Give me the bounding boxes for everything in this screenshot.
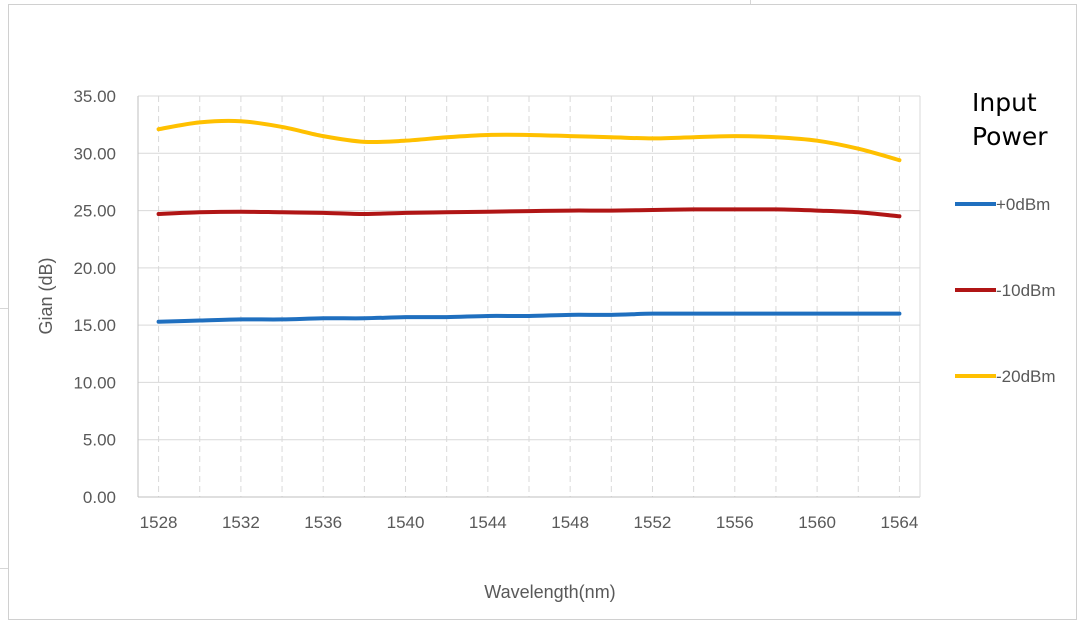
x-tick-label: 1528 xyxy=(140,513,178,532)
y-tick-labels: 0.00 5.00 10.00 15.00 20.00 25.00 30.00 35.00 xyxy=(73,87,116,507)
x-tick-label: 1560 xyxy=(798,513,836,532)
legend: +0dBm -10dBm -20dBm xyxy=(955,195,1056,386)
y-tick-label: 5.00 xyxy=(83,431,116,450)
series-line-1 xyxy=(156,311,902,324)
legend-label: -20dBm xyxy=(996,367,1056,386)
y-tick-label: 35.00 xyxy=(73,87,116,106)
top-right-edge-mark xyxy=(750,0,751,4)
y-tick-label: 15.00 xyxy=(73,316,116,335)
legend-label: -10dBm xyxy=(996,281,1056,300)
grid-lines xyxy=(138,95,920,498)
y-tick-label: 25.00 xyxy=(73,202,116,221)
x-tick-labels: 1528 1532 1536 1540 1544 1548 1552 1556 1560 1564 xyxy=(140,513,919,532)
left-edge-mark xyxy=(0,308,8,309)
y-axis-label: Gian (dB) xyxy=(36,257,56,334)
series-line-2 xyxy=(156,207,902,219)
y-tick-label: 0.00 xyxy=(83,488,116,507)
series-line-3 xyxy=(156,118,902,163)
axes xyxy=(137,96,921,498)
series-lines xyxy=(156,118,902,324)
y-tick-label: 20.00 xyxy=(73,259,116,278)
x-tick-label: 1532 xyxy=(222,513,260,532)
x-tick-label: 1536 xyxy=(304,513,342,532)
x-tick-label: 1544 xyxy=(469,513,507,532)
x-tick-label: 1552 xyxy=(634,513,672,532)
x-tick-label: 1540 xyxy=(387,513,425,532)
left-edge-mark-bottom xyxy=(0,568,8,569)
x-tick-label: 1556 xyxy=(716,513,754,532)
y-tick-label: 10.00 xyxy=(73,373,116,392)
legend-title: Input Power xyxy=(972,88,1048,151)
legend-label: +0dBm xyxy=(996,195,1050,214)
x-tick-label: 1564 xyxy=(881,513,919,532)
y-tick-label: 30.00 xyxy=(73,144,116,163)
x-axis-label: Wavelength(nm) xyxy=(484,582,615,602)
x-tick-label: 1548 xyxy=(551,513,589,532)
